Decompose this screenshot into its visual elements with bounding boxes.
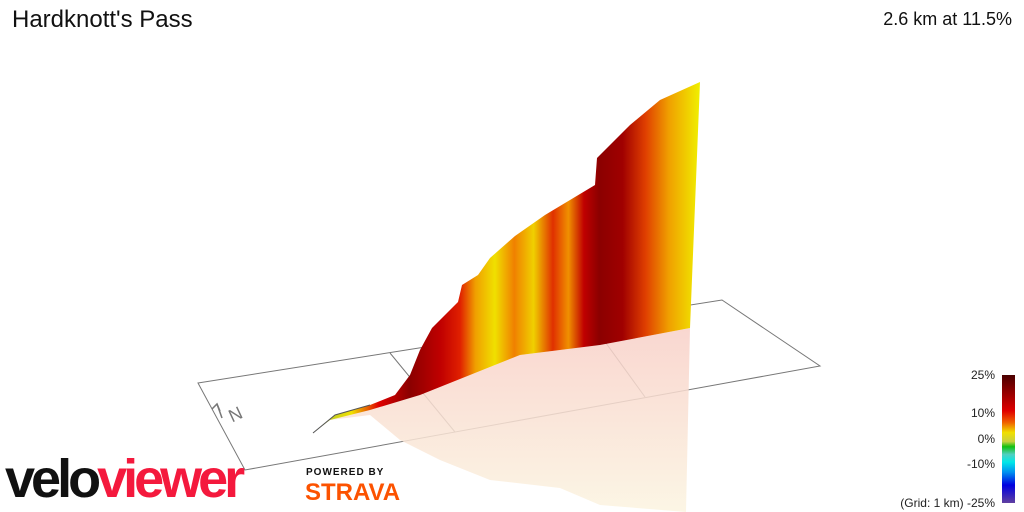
veloviewer-logo[interactable]: veloviewer	[5, 449, 245, 509]
segment-title: Hardknott's Pass	[12, 6, 193, 33]
compass-label: N	[225, 403, 245, 427]
north-arrow-icon	[211, 402, 223, 419]
strava-logo[interactable]: STRAVA	[305, 479, 401, 506]
legend-label-0: 0%	[977, 432, 995, 446]
profile-reflection	[330, 328, 690, 512]
legend-min-value: -25%	[966, 496, 995, 510]
grid-note: (Grid: 1 km)	[900, 496, 964, 510]
elevation-profile-surface	[313, 82, 700, 433]
segment-summary: 2.6 km at 11.5%	[883, 9, 1012, 29]
gradient-color-scale	[1002, 375, 1015, 503]
legend-label-10: 10%	[970, 406, 995, 420]
logo-velo: velo	[5, 449, 101, 509]
legend-label-neg10: -10%	[966, 457, 995, 471]
powered-by-label: POWERED BY	[306, 467, 385, 478]
logo-viewer: viewer	[97, 449, 245, 509]
legend-label-max: 25%	[970, 368, 995, 382]
legend-label-min: (Grid: 1 km) -25%	[900, 496, 995, 510]
